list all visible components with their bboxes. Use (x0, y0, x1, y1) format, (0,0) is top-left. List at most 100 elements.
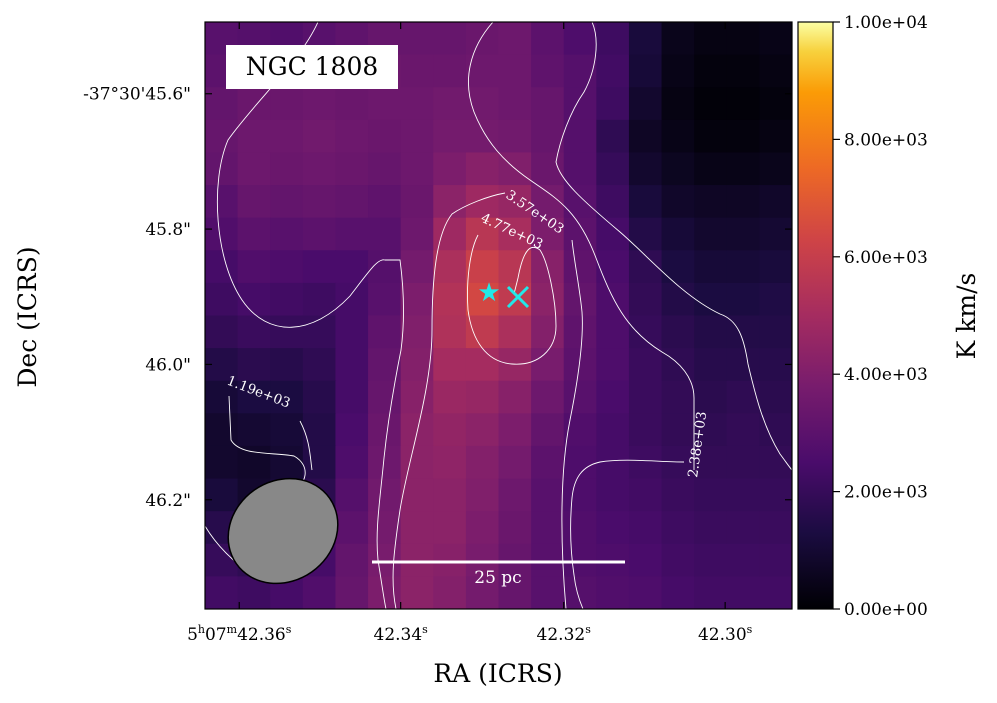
heatmap-pixel (368, 413, 402, 447)
heatmap-pixel (531, 445, 565, 480)
title-box (226, 45, 398, 89)
heatmap-pixel (237, 445, 271, 480)
heatmap-pixel (694, 576, 728, 609)
heatmap-pixel (596, 87, 630, 121)
heatmap-pixel (661, 152, 695, 186)
contour-2.38e+03-lower (570, 459, 685, 609)
heatmap-pixel (302, 87, 337, 121)
heatmap-pixel (498, 87, 532, 121)
heatmap-pixel (433, 185, 467, 219)
colorbar-tick-label: 0.00e+00 (844, 600, 928, 620)
heatmap-pixel (726, 348, 760, 382)
heatmap-pixel (433, 478, 467, 512)
heatmap-pixel (694, 185, 728, 219)
heatmap-pixel (563, 511, 597, 545)
heatmap-pixel (335, 348, 369, 382)
heatmap-pixel (498, 348, 532, 382)
heatmap-pixel (237, 119, 271, 154)
heatmap-pixel (433, 152, 467, 186)
heatmap-pixel (563, 185, 597, 219)
heatmap-pixel (368, 217, 402, 251)
y-tick-label: 46.2" (145, 491, 191, 511)
heatmap-pixel (694, 152, 728, 186)
heatmap-pixel (726, 250, 760, 284)
heatmap-pixel (433, 543, 467, 577)
heatmap-pixel (661, 576, 695, 609)
heatmap-pixel (726, 54, 760, 88)
heatmap-pixel (531, 380, 565, 414)
heatmap-pixel (335, 445, 369, 480)
heatmap-pixel (205, 152, 239, 186)
heatmap-pixel (694, 315, 728, 349)
heatmap-pixel (759, 478, 792, 512)
heatmap-pixel (726, 152, 760, 186)
heatmap-pixel (465, 576, 500, 609)
colorbar-tick-label: 8.00e+03 (844, 130, 928, 150)
heatmap-pixel (270, 348, 304, 382)
heatmap-pixel (400, 511, 434, 545)
heatmap-pixel (661, 380, 695, 414)
heatmap-pixel (237, 185, 271, 219)
heatmap-pixel (759, 576, 792, 609)
heatmap-pixel (563, 119, 597, 154)
heatmap-pixel (465, 478, 500, 512)
heatmap-pixel (465, 445, 500, 480)
heatmap-pixel (433, 576, 467, 609)
heatmap-pixel (694, 543, 728, 577)
heatmap-pixel (694, 380, 728, 414)
heatmap-pixel (726, 282, 760, 317)
contour-1.19e+03-b (299, 420, 313, 471)
heatmap-pixel (335, 413, 369, 447)
heatmap-pixel (465, 511, 500, 545)
y-tick-label: 46.0" (145, 355, 191, 375)
heatmap-pixel (465, 185, 500, 219)
heatmap-pixel (302, 413, 337, 447)
heatmap-pixel (270, 445, 304, 480)
heatmap-pixel (628, 543, 663, 577)
heatmap-pixel (368, 282, 402, 317)
heatmap-pixel (596, 185, 630, 219)
heatmap-pixel (498, 250, 532, 284)
heatmap-pixel (628, 152, 663, 186)
heatmap-pixel (205, 445, 239, 480)
heatmap-pixel (205, 315, 239, 349)
heatmap-pixel (694, 348, 728, 382)
heatmap-pixel (726, 185, 760, 219)
contour-3.57e+03 (555, 22, 792, 471)
heatmap-pixel (335, 576, 369, 609)
heatmap-pixel (465, 217, 500, 251)
heatmap-pixel (661, 445, 695, 480)
heatmap-pixel (400, 478, 434, 512)
heatmap-pixel (726, 576, 760, 609)
contour-3.57e+03-inner-b (561, 239, 583, 609)
heatmap-pixel (270, 413, 304, 447)
heatmap-pixel (759, 250, 792, 284)
heatmap-pixel (465, 87, 500, 121)
heatmap-pixel (531, 152, 565, 186)
heatmap-pixel (237, 250, 271, 284)
heatmap-pixel (335, 87, 369, 121)
heatmap-pixel (465, 119, 500, 154)
star-marker-icon: ★ (477, 278, 500, 308)
heatmap-pixel (498, 54, 532, 88)
heatmap-pixel (400, 543, 434, 577)
heatmap-pixel (759, 217, 792, 251)
heatmap-pixel (498, 380, 532, 414)
heatmap-pixel (661, 511, 695, 545)
heatmap-pixel (498, 217, 532, 251)
heatmap-pixel (433, 54, 467, 88)
plot-frame (204, 21, 793, 610)
heatmap-pixel (302, 445, 337, 480)
heatmap-pixel (661, 185, 695, 219)
heatmap-pixel (498, 22, 532, 56)
heatmap-pixel (596, 315, 630, 349)
heatmap-pixel (237, 348, 271, 382)
heatmap-pixel (302, 250, 337, 284)
heatmap-pixel (596, 119, 630, 154)
heatmap-pixel (400, 380, 434, 414)
heatmap-pixel (628, 119, 663, 154)
heatmap-pixel (661, 250, 695, 284)
heatmap-pixel (205, 119, 239, 154)
heatmap-pixel (302, 348, 337, 382)
heatmap-pixel (302, 576, 337, 609)
